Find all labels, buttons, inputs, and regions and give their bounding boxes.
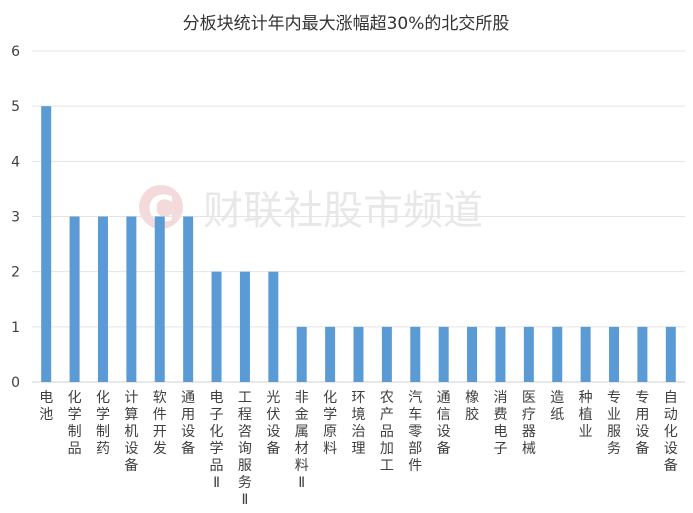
y-tick-label: 6 [11, 44, 20, 60]
x-tick-label: 化学原料 [323, 390, 337, 457]
x-tick-label: 汽车零部件 [408, 390, 422, 474]
bar [268, 271, 279, 382]
bar [296, 326, 307, 382]
x-tick-label: 工程咨询服务 Ⅱ [238, 390, 252, 508]
watermark-text: 财联社股市频道 [203, 188, 483, 234]
bar [69, 216, 80, 382]
x-tick-label: 自动化设备 [664, 390, 678, 474]
watermark: C 财联社股市频道 [139, 185, 483, 234]
bar [523, 326, 534, 382]
x-tick-label: 化学制品 [68, 390, 82, 457]
y-tick-label: 4 [11, 154, 20, 170]
bar [353, 326, 364, 382]
x-tick-label: 医疗器械 [522, 390, 536, 457]
x-tick-label: 农产品加工 [380, 390, 394, 474]
x-tick-label: 非金属材料 Ⅱ [295, 390, 309, 491]
x-tick-label: 消费电子 [493, 390, 507, 457]
bar [211, 271, 222, 382]
bar [495, 326, 506, 382]
bar [665, 326, 676, 382]
bar [126, 216, 137, 382]
y-tick-label: 0 [11, 375, 20, 391]
y-tick-label: 5 [11, 99, 20, 115]
chart-title: 分板块统计年内最大涨幅超30%的北交所股 [183, 14, 510, 34]
x-tick-label: 造纸 [550, 390, 564, 423]
bar [552, 326, 563, 382]
x-tick-label: 电池 [39, 390, 53, 423]
bar [467, 326, 478, 382]
x-tick-label: 专用设备 [635, 390, 649, 457]
bar [325, 326, 336, 382]
y-tick-label: 2 [11, 265, 20, 281]
x-tick-label: 软件开发 [153, 390, 167, 457]
bar [410, 326, 421, 382]
bar [154, 216, 165, 382]
bar [637, 326, 648, 382]
x-tick-label: 化学制药 [96, 390, 110, 457]
x-tick-label: 专业服务 [607, 390, 621, 457]
bar [97, 216, 108, 382]
bar [41, 106, 52, 383]
bar [438, 326, 449, 382]
x-tick-label: 种植业 [579, 390, 593, 440]
x-tick-label: 光伏设备 [266, 390, 280, 457]
x-tick-label: 环境治理 [352, 390, 366, 457]
bar [381, 326, 392, 382]
bar [609, 326, 620, 382]
y-tick-label: 1 [11, 320, 20, 336]
x-tick-label: 通用设备 [181, 390, 195, 457]
bar [239, 271, 250, 382]
x-tick-label: 通信设备 [437, 390, 451, 457]
bar [580, 326, 591, 382]
x-tick-label: 计算机设备 [124, 390, 138, 474]
y-tick-label: 3 [11, 210, 20, 226]
watermark-logo-icon [139, 185, 183, 229]
x-tick-label: 橡胶 [465, 390, 479, 423]
bar [183, 216, 194, 382]
x-tick-label: 电子化学品 Ⅱ [210, 390, 224, 491]
